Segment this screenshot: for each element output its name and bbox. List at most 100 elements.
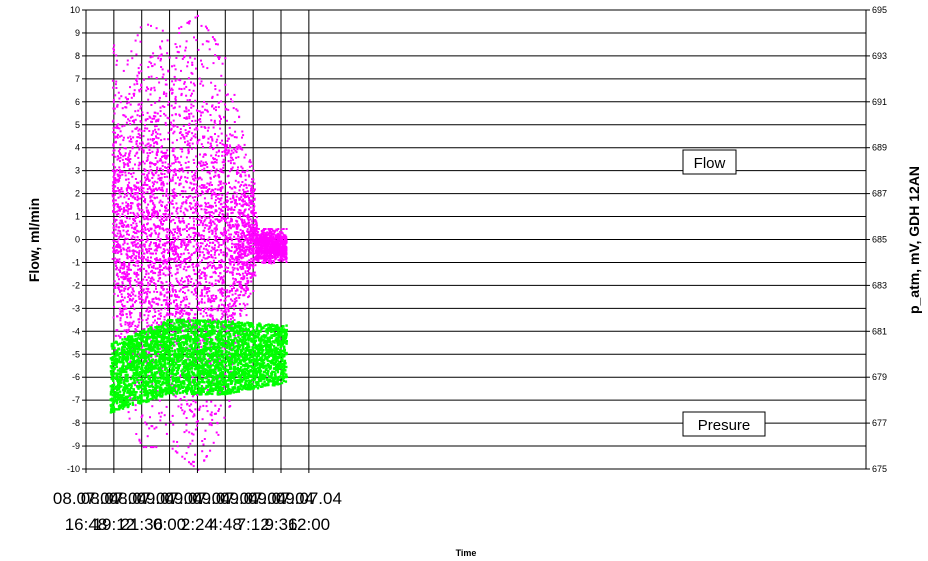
flow-point: [130, 172, 133, 175]
flow-point: [233, 231, 236, 234]
flow-point: [240, 257, 243, 260]
flow-point: [202, 84, 205, 87]
flow-point: [196, 178, 199, 181]
flow-point: [226, 316, 229, 319]
flow-point: [211, 96, 214, 99]
flow-point: [147, 172, 150, 175]
flow-point: [188, 117, 191, 120]
flow-point: [274, 234, 277, 237]
flow-point: [274, 243, 277, 246]
flow-point: [147, 264, 150, 267]
flow-point: [187, 316, 190, 319]
flow-point: [241, 136, 243, 139]
flow-point: [129, 135, 132, 138]
flow-point: [230, 156, 233, 159]
flow-point: [130, 140, 133, 143]
flow-point: [185, 224, 188, 227]
flow-point: [123, 196, 126, 199]
flow-point: [251, 274, 254, 277]
flow-point: [114, 252, 117, 254]
flow-point: [145, 184, 148, 187]
flow-point: [153, 315, 156, 317]
flow-point: [142, 230, 145, 233]
flow-point: [131, 303, 134, 306]
flow-point: [239, 265, 242, 268]
flow-point: [160, 150, 163, 153]
flow-point: [176, 50, 179, 53]
flow-point: [171, 114, 174, 117]
flow-point: [209, 219, 212, 222]
flow-point: [154, 225, 157, 228]
flow-point: [114, 83, 117, 86]
flow-point: [194, 204, 197, 207]
flow-point: [233, 136, 236, 139]
flow-point: [174, 247, 177, 250]
flow-point: [274, 252, 277, 255]
flow-point: [125, 329, 128, 332]
flow-point: [145, 160, 148, 162]
flow-point: [214, 308, 217, 311]
flow-point: [157, 309, 160, 312]
flow-point: [219, 115, 221, 118]
flow-point: [228, 248, 230, 251]
flow-point: [149, 200, 152, 203]
flow-point: [180, 239, 183, 242]
flow-point: [137, 264, 140, 267]
flow-point: [131, 226, 134, 229]
flow-point: [156, 151, 159, 153]
flow-point: [242, 214, 245, 217]
flow-point: [192, 217, 195, 220]
flow-point: [208, 287, 211, 290]
flow-point: [174, 158, 177, 161]
flow-point: [141, 173, 144, 176]
flow-point: [200, 178, 203, 181]
flow-point: [232, 277, 235, 280]
flow-point: [151, 405, 154, 408]
flow-point: [167, 209, 170, 211]
flow-point: [179, 168, 182, 171]
flow-point: [132, 320, 135, 323]
flow-point: [238, 258, 240, 261]
flow-point: [119, 190, 122, 193]
flow-point: [131, 288, 134, 291]
flow-point: [180, 403, 183, 406]
flow-point: [277, 246, 280, 249]
flow-point: [178, 132, 181, 134]
flow-point: [203, 438, 206, 440]
flow-point: [167, 131, 170, 134]
flow-point: [203, 184, 206, 187]
flow-point: [136, 381, 139, 383]
flow-point: [173, 245, 176, 248]
flow-point: [203, 100, 206, 103]
flow-point: [162, 259, 165, 262]
flow-point: [119, 143, 122, 146]
flow-point: [117, 334, 120, 337]
flow-point: [192, 82, 195, 85]
flow-point: [156, 212, 159, 215]
flow-point: [166, 52, 169, 55]
flow-point: [209, 313, 212, 316]
flow-point: [244, 223, 247, 226]
flow-point: [165, 242, 168, 245]
flow-point: [249, 224, 251, 227]
flow-point: [206, 27, 208, 30]
flow-point: [271, 255, 274, 257]
flow-point: [114, 126, 117, 129]
flow-point: [134, 39, 137, 42]
flow-point: [216, 197, 219, 200]
flow-point: [120, 253, 123, 256]
flow-point: [205, 405, 208, 408]
flow-point: [278, 258, 281, 261]
flow-point: [131, 352, 134, 355]
flow-point: [225, 200, 228, 203]
flow-point: [162, 255, 164, 258]
flow-point: [175, 303, 178, 306]
flow-point: [166, 231, 169, 234]
flow-point: [206, 266, 209, 269]
flow-point: [203, 197, 206, 200]
flow-point: [208, 188, 211, 190]
flow-point: [137, 132, 140, 135]
flow-point: [249, 292, 252, 295]
flow-point: [173, 237, 176, 240]
flow-point: [113, 173, 116, 176]
